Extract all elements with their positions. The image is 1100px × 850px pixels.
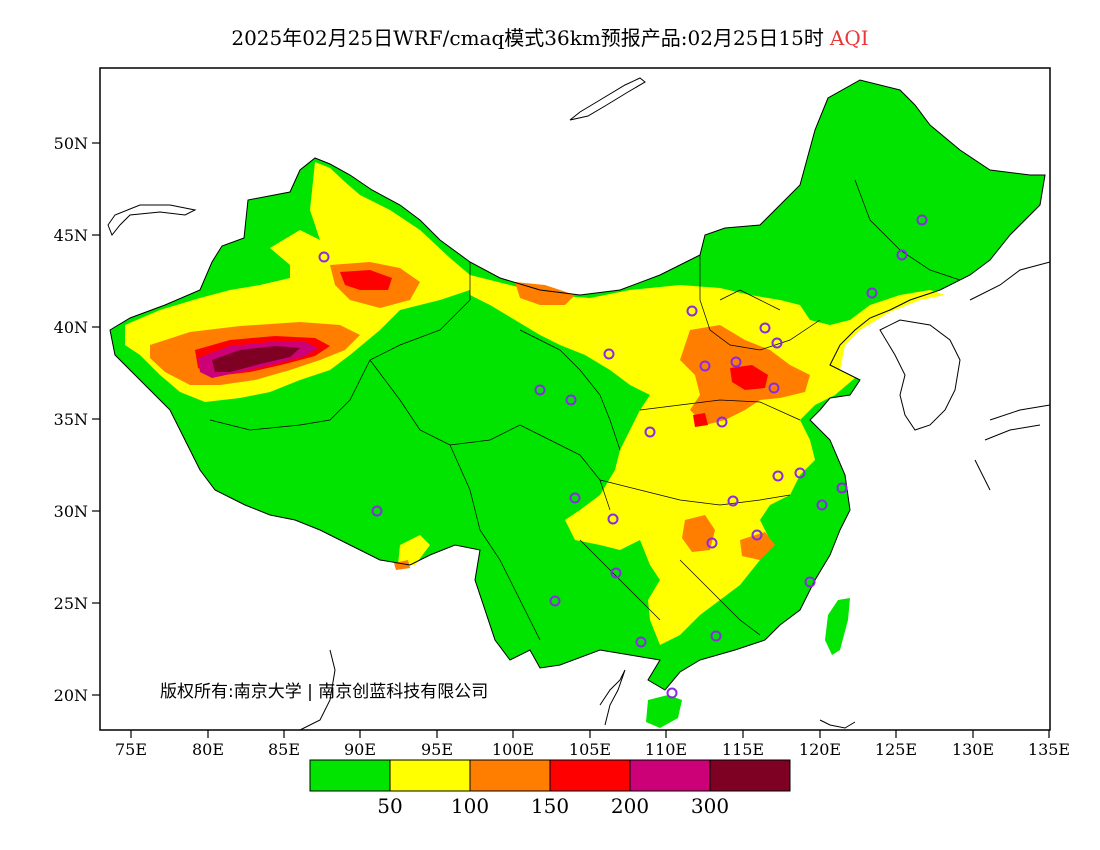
- station-marker: [896, 249, 908, 261]
- lon-label: 80E: [192, 740, 224, 759]
- plot-frame: [99, 67, 1051, 731]
- aqi-region-usg-inner-mongolia: [515, 282, 575, 305]
- station-marker: [607, 513, 619, 525]
- coastline-korea: [879, 319, 961, 431]
- aqi-region-good-taiwan: [825, 598, 850, 655]
- station-marker: [644, 426, 656, 438]
- aqi-region-unhealthy-henan: [693, 413, 708, 427]
- lat-label: 35N: [54, 410, 88, 429]
- legend-swatch-good: [309, 759, 391, 792]
- coastline-indochina: [299, 649, 856, 731]
- lon-label: 100E: [492, 740, 534, 759]
- station-marker: [635, 636, 647, 648]
- map-title: 2025年02月25日WRF/cmaq模式36km预报产品:02月25日15时 A…: [0, 22, 1100, 51]
- legend-swatch-moderate: [389, 759, 471, 792]
- station-marker: [565, 394, 577, 406]
- lon-label: 135E: [1028, 740, 1070, 759]
- station-marker: [603, 348, 615, 360]
- aqi-region-good-hainan: [646, 695, 682, 728]
- station-marker: [836, 482, 848, 494]
- aqi-region-moderate-tibet-spot: [398, 535, 430, 565]
- lon-label: 95E: [421, 740, 453, 759]
- lon-label: 75E: [115, 740, 147, 759]
- lon-label: 110E: [645, 740, 687, 759]
- copyright-text: 版权所有:南京大学 | 南京创蓝科技有限公司: [160, 682, 488, 702]
- legend-label: 150: [531, 794, 569, 818]
- lon-label: 105E: [569, 740, 611, 759]
- station-markers: [318, 214, 928, 699]
- legend-label: 100: [451, 794, 489, 818]
- aqi-region-unhealthy-hebei: [730, 365, 768, 390]
- station-marker: [727, 495, 739, 507]
- station-marker: [772, 470, 784, 482]
- station-marker: [771, 337, 783, 349]
- aqi-region-usg-hunan: [740, 532, 775, 560]
- legend-swatch-very-unhealthy: [629, 759, 711, 792]
- lon-label: 90E: [344, 740, 376, 759]
- station-marker: [318, 251, 330, 263]
- lat-label: 50N: [54, 134, 88, 153]
- station-marker: [534, 384, 546, 396]
- lon-ticks: [130, 730, 1050, 738]
- station-marker: [916, 214, 928, 226]
- lat-labels: 50N 45N 40N 35N 30N 25N 20N: [54, 134, 88, 705]
- station-marker: [371, 505, 383, 517]
- coastline-baikal: [569, 77, 646, 121]
- legend-label: 200: [611, 794, 649, 818]
- aqi-region-hazardous: [212, 346, 300, 372]
- lon-label: 115E: [722, 740, 764, 759]
- lat-label: 30N: [54, 502, 88, 521]
- national-border: [109, 79, 1046, 691]
- legend-label: 50: [377, 794, 402, 818]
- title-variable: AQI: [829, 26, 869, 50]
- lon-label: 85E: [268, 740, 300, 759]
- coastline-japan: [974, 404, 1051, 491]
- borders: [107, 77, 1051, 731]
- station-marker: [768, 382, 780, 394]
- legend-labels: 50 100 150 200 300: [377, 794, 729, 818]
- lon-label: 125E: [875, 740, 917, 759]
- lat-label: 40N: [54, 318, 88, 337]
- legend-swatch-unhealthy: [549, 759, 631, 792]
- station-marker: [751, 529, 763, 541]
- station-marker: [710, 630, 722, 642]
- legend-colorbar: [309, 759, 791, 792]
- station-marker: [610, 567, 622, 579]
- station-marker: [549, 595, 561, 607]
- aqi-field: [110, 80, 1045, 728]
- lon-labels: 75E 80E 85E 90E 95E 100E 105E 110E 115E …: [115, 740, 1070, 759]
- lat-ticks: [92, 142, 100, 696]
- legend-swatch-hazardous: [709, 759, 791, 792]
- station-marker: [804, 576, 816, 588]
- coastline-russia-far-east: [969, 261, 1051, 301]
- legend-swatch-usg: [469, 759, 551, 792]
- aqi-region-moderate-north: [470, 275, 945, 645]
- aqi-region-unhealthy-north-xj: [340, 270, 392, 290]
- station-marker: [759, 322, 771, 334]
- station-marker: [730, 356, 742, 368]
- lon-label: 120E: [799, 740, 841, 759]
- title-main: 2025年02月25日WRF/cmaq模式36km预报产品:02月25日15时: [231, 26, 824, 50]
- station-marker: [866, 287, 878, 299]
- station-marker: [706, 537, 718, 549]
- lat-label: 20N: [54, 686, 88, 705]
- station-marker: [816, 499, 828, 511]
- station-marker: [794, 467, 806, 479]
- station-marker: [699, 360, 711, 372]
- legend-label: 300: [691, 794, 729, 818]
- station-marker: [716, 416, 728, 428]
- lat-label: 45N: [54, 226, 88, 245]
- lat-label: 25N: [54, 594, 88, 613]
- station-marker: [666, 687, 678, 699]
- lon-label: 130E: [952, 740, 994, 759]
- coastline-balkhash: [107, 204, 197, 236]
- station-marker: [569, 492, 581, 504]
- station-marker: [686, 305, 698, 317]
